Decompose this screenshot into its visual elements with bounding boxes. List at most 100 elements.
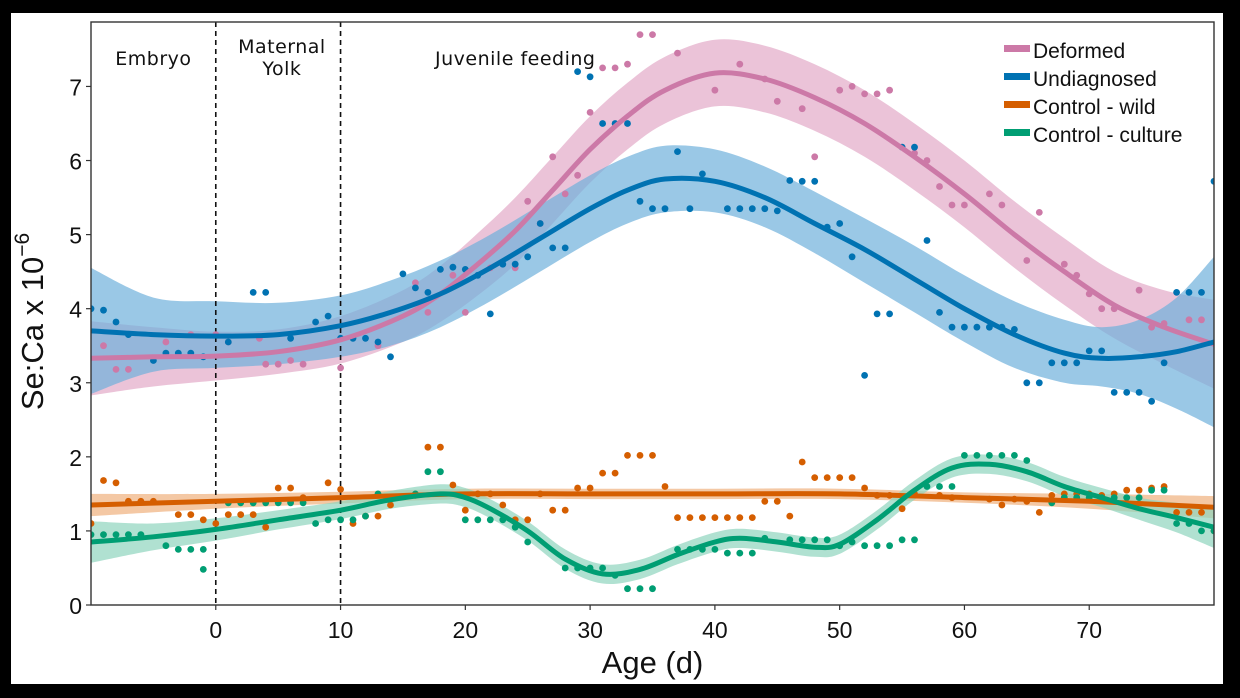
- point-control-wild: [711, 514, 719, 521]
- y-tick-label: 5: [69, 223, 82, 249]
- point-control-culture: [1198, 527, 1205, 535]
- point-deformed: [162, 338, 170, 346]
- point-undiagnosed: [1198, 289, 1205, 296]
- point-control-culture: [100, 531, 107, 538]
- point-control-wild: [1135, 486, 1143, 494]
- band-control-culture: [91, 454, 1214, 585]
- point-undiagnosed: [873, 310, 881, 318]
- point-control-culture: [961, 452, 968, 459]
- point-undiagnosed: [1085, 347, 1093, 355]
- point-deformed: [798, 105, 806, 113]
- point-control-wild: [499, 501, 507, 509]
- point-control-wild: [1123, 486, 1131, 494]
- point-control-culture: [112, 531, 120, 538]
- point-control-wild: [174, 511, 182, 518]
- point-control-culture: [174, 546, 182, 553]
- y-axis-title-main: Se:Ca x 10: [15, 257, 50, 410]
- point-undiagnosed: [973, 323, 981, 331]
- point-deformed: [649, 31, 656, 38]
- point-undiagnosed: [362, 334, 369, 342]
- point-deformed: [811, 153, 819, 161]
- x-tick-label: 50: [827, 617, 853, 643]
- point-control-culture: [461, 516, 469, 524]
- point-deformed: [599, 64, 606, 72]
- y-axis-title-exponent: −6: [11, 233, 34, 257]
- point-control-wild: [848, 474, 856, 481]
- point-control-culture: [524, 538, 532, 546]
- point-undiagnosed: [686, 205, 694, 213]
- point-deformed: [886, 86, 893, 94]
- point-deformed: [274, 360, 282, 368]
- point-deformed: [636, 31, 644, 38]
- point-control-wild: [1185, 509, 1193, 516]
- point-control-wild: [287, 484, 294, 492]
- x-tick-label: 40: [702, 617, 728, 643]
- point-control-culture: [187, 546, 195, 553]
- point-undiagnosed: [661, 205, 669, 213]
- phase-label-maternal-yolk: Yolk: [261, 58, 301, 80]
- point-undiagnosed: [724, 205, 731, 213]
- point-control-wild: [611, 469, 619, 477]
- legend-label: Deformed: [1033, 40, 1125, 63]
- x-axis-title: Age (d): [602, 645, 704, 680]
- point-deformed: [848, 83, 856, 90]
- point-control-culture: [199, 566, 207, 573]
- point-undiagnosed: [399, 270, 407, 278]
- point-undiagnosed: [387, 353, 394, 361]
- point-undiagnosed: [249, 289, 257, 296]
- point-control-culture: [873, 542, 881, 550]
- point-control-wild: [1048, 492, 1056, 499]
- y-tick-label: 3: [69, 371, 82, 397]
- point-undiagnosed: [1173, 289, 1180, 296]
- point-undiagnosed: [437, 266, 444, 273]
- point-control-culture: [649, 585, 656, 593]
- point-undiagnosed: [736, 205, 744, 213]
- point-deformed: [674, 49, 681, 57]
- phase-label-embryo: Embryo: [115, 48, 191, 70]
- band-undiagnosed: [91, 145, 1214, 428]
- point-undiagnosed: [636, 197, 644, 205]
- legend-label: Undiagnosed: [1033, 68, 1157, 91]
- point-undiagnosed: [486, 310, 494, 318]
- point-deformed: [112, 366, 120, 373]
- point-control-culture: [486, 516, 494, 524]
- legend-label: Control - culture: [1033, 124, 1182, 147]
- legend-swatch: [1004, 129, 1030, 136]
- point-control-culture: [898, 536, 906, 544]
- point-undiagnosed: [100, 306, 107, 314]
- point-control-wild: [636, 452, 644, 459]
- point-undiagnosed: [374, 338, 382, 346]
- point-control-wild: [599, 469, 606, 477]
- point-control-culture: [948, 483, 956, 490]
- point-deformed: [561, 190, 569, 198]
- point-deformed: [1198, 316, 1205, 324]
- y-tick-label: 0: [69, 593, 82, 619]
- x-tick-label: 60: [952, 617, 978, 643]
- point-undiagnosed: [674, 148, 681, 156]
- legend-item-undiagnosed: Undiagnosed: [1004, 68, 1157, 91]
- point-deformed: [873, 90, 881, 98]
- point-control-wild: [374, 512, 382, 520]
- point-undiagnosed: [599, 120, 606, 127]
- point-control-wild: [524, 516, 532, 524]
- point-undiagnosed: [1048, 359, 1056, 367]
- point-undiagnosed: [861, 372, 868, 379]
- point-undiagnosed: [948, 323, 956, 331]
- point-deformed: [836, 86, 844, 94]
- point-deformed: [424, 309, 432, 316]
- point-undiagnosed: [424, 289, 432, 296]
- point-undiagnosed: [536, 220, 544, 227]
- point-deformed: [736, 60, 744, 68]
- phase-divider-lines: [214, 22, 342, 605]
- point-control-wild: [823, 474, 831, 481]
- point-deformed: [1023, 257, 1031, 264]
- point-undiagnosed: [287, 334, 294, 342]
- point-control-wild: [91, 520, 95, 527]
- x-tick-label: 0: [209, 617, 222, 643]
- point-undiagnosed: [699, 170, 706, 178]
- point-control-culture: [312, 520, 319, 527]
- point-control-wild: [649, 452, 656, 459]
- point-deformed: [624, 60, 631, 68]
- point-control-culture: [199, 546, 207, 553]
- point-undiagnosed: [1185, 289, 1193, 296]
